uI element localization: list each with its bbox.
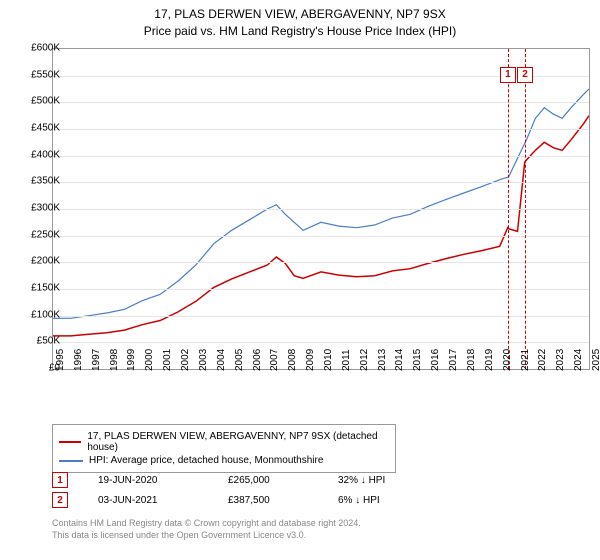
- x-axis-label: 2007: [269, 349, 280, 371]
- x-axis-label: 1997: [91, 349, 102, 371]
- transaction-date: 03-JUN-2021: [98, 495, 198, 506]
- x-axis-label: 2022: [537, 349, 548, 371]
- legend-label: HPI: Average price, detached house, Monm…: [89, 455, 323, 466]
- x-axis-label: 1999: [126, 349, 137, 371]
- legend-swatch: [59, 441, 81, 443]
- x-axis-label: 2006: [252, 349, 263, 371]
- transaction-date: 19-JUN-2020: [98, 475, 198, 486]
- transaction-marker: 2: [52, 492, 68, 508]
- transaction-table: 1 19-JUN-2020 £265,000 32% ↓ HPI 2 03-JUN-202…: [52, 468, 385, 512]
- title-line-2: Price paid vs. HM Land Registry's House …: [0, 23, 600, 40]
- transaction-row: 1 19-JUN-2020 £265,000 32% ↓ HPI: [52, 472, 385, 488]
- marker-pin: 1: [500, 67, 516, 83]
- y-axis-label: £250K: [31, 229, 60, 240]
- footer-line-1: Contains HM Land Registry data © Crown c…: [52, 518, 361, 530]
- y-axis-label: £100K: [31, 309, 60, 320]
- chart-title: 17, PLAS DERWEN VIEW, ABERGAVENNY, NP7 9…: [0, 0, 600, 40]
- x-axis-label: 2005: [234, 349, 245, 371]
- x-axis-label: 2019: [484, 349, 495, 371]
- marker-pin: 2: [517, 67, 533, 83]
- x-axis-label: 2014: [394, 349, 405, 371]
- transaction-delta: 6% ↓ HPI: [338, 495, 380, 506]
- x-axis-label: 2008: [287, 349, 298, 371]
- x-axis-label: 2000: [144, 349, 155, 371]
- transaction-row: 2 03-JUN-2021 £387,500 6% ↓ HPI: [52, 492, 385, 508]
- footer: Contains HM Land Registry data © Crown c…: [52, 518, 361, 541]
- y-axis-label: £50K: [37, 336, 60, 347]
- x-axis-label: 2017: [448, 349, 459, 371]
- x-axis-label: 2021: [520, 349, 531, 371]
- y-axis-label: £350K: [31, 176, 60, 187]
- legend-swatch: [59, 460, 83, 462]
- y-axis-label: £200K: [31, 256, 60, 267]
- x-axis-label: 1996: [73, 349, 84, 371]
- chart-area: 12: [52, 48, 588, 368]
- x-axis-label: 2001: [162, 349, 173, 371]
- x-axis-label: 2003: [198, 349, 209, 371]
- x-axis-label: 2009: [305, 349, 316, 371]
- x-axis-label: 1995: [55, 349, 66, 371]
- x-axis-label: 2023: [555, 349, 566, 371]
- x-axis-label: 2011: [341, 349, 352, 371]
- legend-label: 17, PLAS DERWEN VIEW, ABERGAVENNY, NP7 9…: [87, 431, 389, 453]
- y-axis-label: £500K: [31, 96, 60, 107]
- x-axis-label: 2002: [180, 349, 191, 371]
- y-axis-label: £600K: [31, 43, 60, 54]
- x-axis-label: 2004: [216, 349, 227, 371]
- x-axis-label: 2024: [573, 349, 584, 371]
- title-line-1: 17, PLAS DERWEN VIEW, ABERGAVENNY, NP7 9…: [0, 6, 600, 23]
- x-axis-label: 2025: [591, 349, 600, 371]
- y-axis-label: £400K: [31, 149, 60, 160]
- x-axis-label: 2020: [502, 349, 513, 371]
- y-axis-label: £450K: [31, 123, 60, 134]
- legend-item: HPI: Average price, detached house, Monm…: [59, 455, 389, 466]
- x-axis-label: 2016: [430, 349, 441, 371]
- x-axis-label: 2015: [412, 349, 423, 371]
- plot: 12: [52, 48, 590, 370]
- legend: 17, PLAS DERWEN VIEW, ABERGAVENNY, NP7 9…: [52, 424, 396, 473]
- legend-item: 17, PLAS DERWEN VIEW, ABERGAVENNY, NP7 9…: [59, 431, 389, 453]
- transaction-price: £265,000: [228, 475, 308, 486]
- footer-line-2: This data is licensed under the Open Gov…: [52, 530, 361, 542]
- transaction-delta: 32% ↓ HPI: [338, 475, 385, 486]
- x-axis-label: 2018: [466, 349, 477, 371]
- transaction-price: £387,500: [228, 495, 308, 506]
- x-axis-label: 2010: [323, 349, 334, 371]
- y-axis-label: £300K: [31, 203, 60, 214]
- x-axis-label: 1998: [109, 349, 120, 371]
- y-axis-label: £150K: [31, 283, 60, 294]
- y-axis-label: £550K: [31, 69, 60, 80]
- x-axis-label: 2013: [377, 349, 388, 371]
- transaction-marker: 1: [52, 472, 68, 488]
- x-axis-label: 2012: [359, 349, 370, 371]
- chart-container: 17, PLAS DERWEN VIEW, ABERGAVENNY, NP7 9…: [0, 0, 600, 560]
